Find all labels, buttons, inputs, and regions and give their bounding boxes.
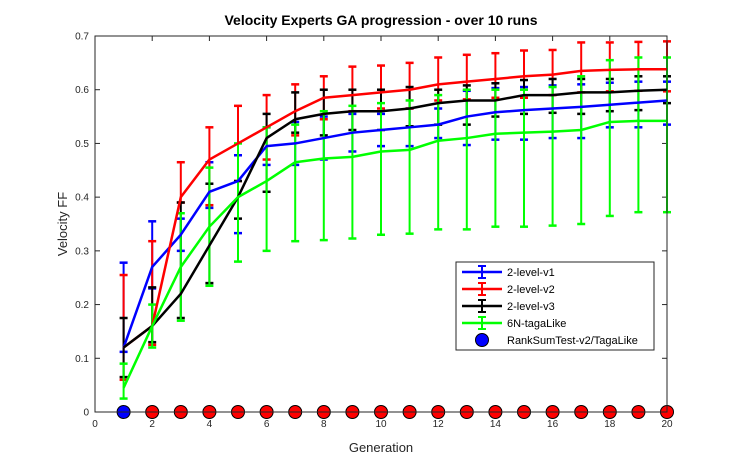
chart-title: Velocity Experts GA progression - over 1…: [224, 12, 537, 28]
y-tick-label: 0.7: [75, 32, 89, 43]
legend-label: 2-level-v3: [507, 301, 555, 313]
series-line-6N-tagaLike: [122, 119, 667, 389]
y-tick-label: 0.4: [75, 193, 89, 204]
x-tick-label: 8: [321, 419, 327, 430]
series-line-2-level-v2: [122, 68, 667, 349]
series-lines: [122, 68, 668, 389]
x-tick-label: 14: [490, 419, 502, 430]
x-tick-label: 16: [547, 419, 559, 430]
y-tick-label: 0.1: [75, 354, 89, 365]
legend-label: 2-level-v2: [507, 284, 555, 296]
legend-label: 2-level-v1: [507, 267, 555, 279]
legend-marker: [475, 333, 489, 347]
x-tick-label: 2: [149, 419, 155, 430]
error-bars: [119, 40, 671, 400]
y-tick-label: 0.3: [75, 246, 89, 257]
legend: 2-level-v1 2-level-v2 2-level-v3 6N-tagaLik…: [455, 261, 655, 351]
x-tick-label: 4: [207, 419, 213, 430]
plot-frame: [94, 35, 668, 413]
series-line-2-level-v1: [122, 99, 668, 348]
y-axis-label: Velocity FF: [55, 192, 70, 256]
y-tick-label: 0.5: [75, 139, 89, 150]
y-tick-label: 0.2: [75, 300, 89, 311]
x-tick-label: 10: [375, 419, 387, 430]
x-tick-label: 0: [92, 419, 98, 430]
x-tick-label: 6: [264, 419, 270, 430]
y-tick-label: 0: [83, 408, 89, 419]
x-axis-label: Generation: [349, 440, 413, 455]
x-tick-label: 20: [661, 419, 673, 430]
x-tick-label: 18: [604, 419, 616, 430]
legend-label: RankSumTest-v2/TagaLike: [507, 335, 638, 347]
x-tick-label: 12: [433, 419, 445, 430]
legend-label: 6N-tagaLike: [507, 318, 566, 330]
y-tick-label: 0.6: [75, 85, 89, 96]
series-line-2-level-v3: [122, 88, 668, 349]
